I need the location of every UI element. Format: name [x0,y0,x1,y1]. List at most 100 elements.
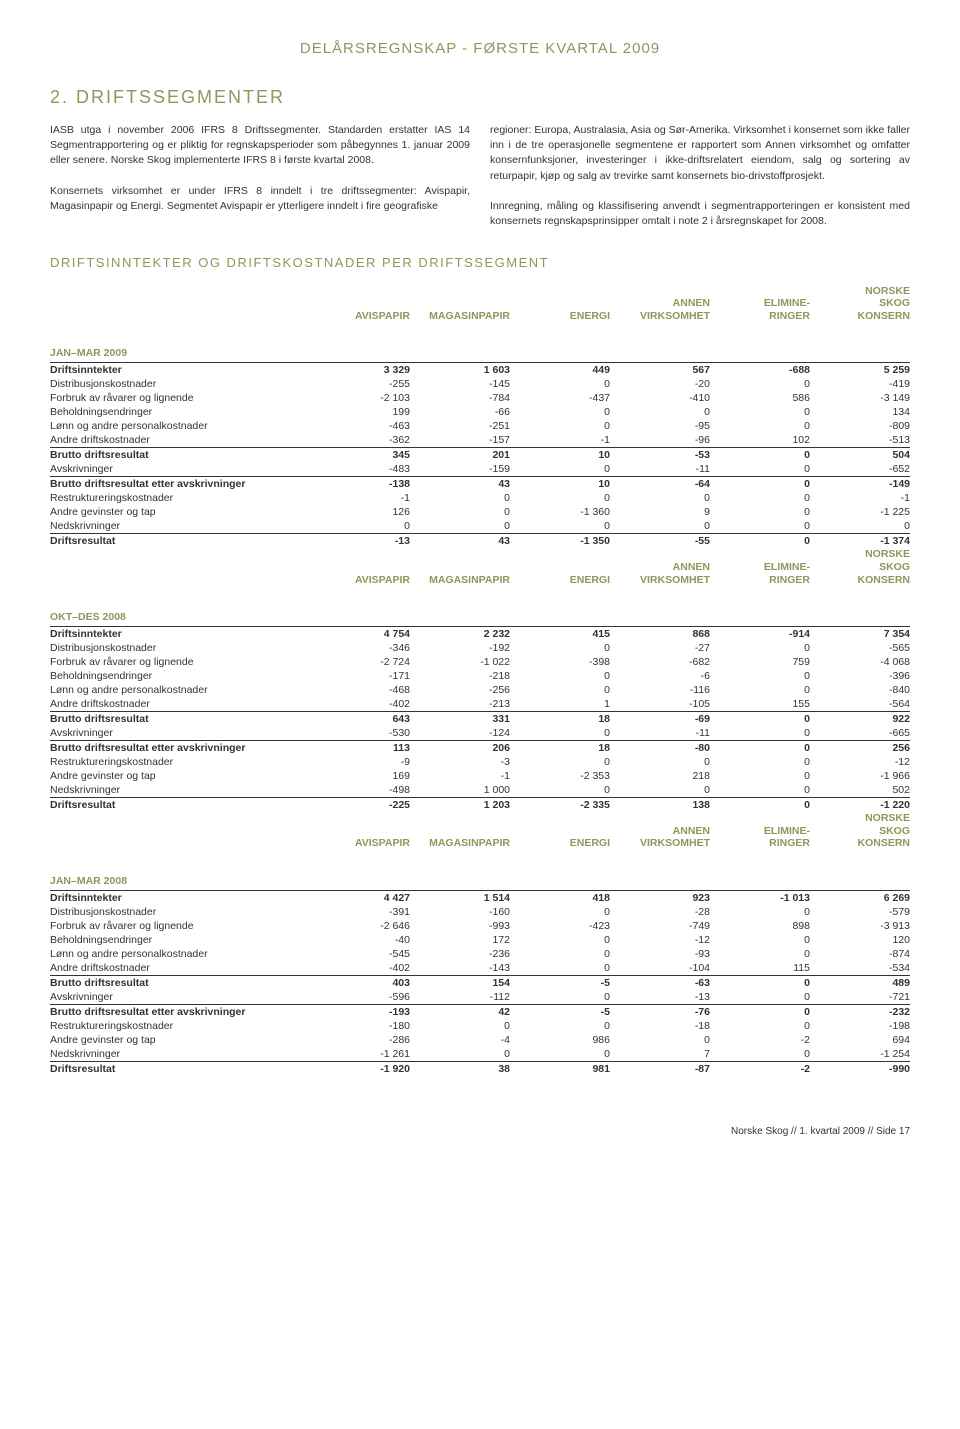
table-row: Nedskrivninger-4981 000000502 [50,783,910,798]
row-label: Andre gevinster og tap [50,769,310,783]
cell: 1 603 [410,363,510,377]
cell: -534 [810,961,910,976]
cell: 0 [710,769,810,783]
cell: 0 [710,726,810,741]
cell: 0 [510,519,610,534]
cell: -2 353 [510,769,610,783]
cell: -4 [410,1033,510,1047]
cell: 43 [410,477,510,492]
table-row: Brutto driftsresultat403154-5-630489 [50,975,910,990]
cell: -749 [610,919,710,933]
row-label: Restruktureringskostnader [50,1019,310,1033]
cell: 5 259 [810,363,910,377]
cell: -256 [410,683,510,697]
row-label: Brutto driftsresultat etter avskrivninge… [50,741,310,756]
cell: 172 [410,933,510,947]
cell: 0 [410,1019,510,1033]
cell: 169 [310,769,410,783]
row-label: Nedskrivninger [50,783,310,798]
col-header: ENERGI [510,574,610,587]
table-row: Restruktureringskostnader-18000-180-198 [50,1019,910,1033]
cell: 0 [710,905,810,919]
col-header: MAGASINPAPIR [410,310,510,323]
cell: -1 261 [310,1047,410,1062]
cell: 0 [710,477,810,492]
cell: -721 [810,990,910,1005]
row-label: Driftsresultat [50,798,310,813]
cell: -93 [610,947,710,961]
cell: -652 [810,462,910,477]
cell: -1 [410,769,510,783]
cell: -2 646 [310,919,410,933]
table-row: Lønn og andre personalkostnader-468-2560… [50,683,910,697]
cell: 923 [610,891,710,905]
cell: 199 [310,405,410,419]
table-header: AVISPAPIRMAGASINPAPIRENERGIANNEN VIRKSOM… [50,812,910,850]
cell: 0 [510,905,610,919]
cell: -160 [410,905,510,919]
cell: 694 [810,1033,910,1047]
cell: 759 [710,655,810,669]
cell: 0 [710,1019,810,1033]
cell: -565 [810,641,910,655]
cell: -13 [610,990,710,1005]
cell: -112 [410,990,510,1005]
row-label: Restruktureringskostnader [50,491,310,505]
col-header: ELIMINE- RINGER [710,825,810,850]
table-row: Distribusjonskostnader-255-1450-200-419 [50,377,910,391]
cell: -362 [310,433,410,448]
cell: 0 [410,1047,510,1062]
cell: -9 [310,755,410,769]
para-left: IASB utga i november 2006 IFRS 8 Driftss… [50,123,470,230]
row-label: Driftsresultat [50,1061,310,1076]
col-header: AVISPAPIR [310,574,410,587]
cell: -145 [410,377,510,391]
cell: 0 [710,462,810,477]
cell: 1 514 [410,891,510,905]
col-header: ELIMINE- RINGER [710,561,810,586]
cell: 0 [710,505,810,519]
cell: 0 [510,462,610,477]
table-header: AVISPAPIRMAGASINPAPIRENERGIANNEN VIRKSOM… [50,548,910,586]
table-row: Forbruk av råvarer og lignende-2 103-784… [50,391,910,405]
row-label: Brutto driftsresultat [50,975,310,990]
table-row: Driftsinntekter4 7542 232415868-9147 354 [50,627,910,641]
cell: 1 [510,697,610,712]
cell: -13 [310,534,410,549]
cell: -402 [310,961,410,976]
row-label: Distribusjonskostnader [50,641,310,655]
table-row: Driftsinntekter4 4271 514418923-1 0136 2… [50,891,910,905]
cell: 0 [510,683,610,697]
cell: -66 [410,405,510,419]
row-label: Lønn og andre personalkostnader [50,419,310,433]
cell: -398 [510,655,610,669]
cell: -116 [610,683,710,697]
cell: -1 225 [810,505,910,519]
table-row: Brutto driftsresultat etter avskrivninge… [50,741,910,756]
segment-table: Driftsinntekter4 4271 514418923-1 0136 2… [50,891,910,1076]
cell: -1 [510,433,610,448]
cell: 0 [710,798,810,813]
cell: 0 [610,755,710,769]
cell: -28 [610,905,710,919]
cell: 0 [710,975,810,990]
cell: 7 354 [810,627,910,641]
page-footer: Norske Skog // 1. kvartal 2009 // Side 1… [50,1126,910,1137]
table-row: Nedskrivninger000000 [50,519,910,534]
table-row: Andre gevinster og tap1260-1 36090-1 225 [50,505,910,519]
cell: -193 [310,1004,410,1019]
cell: 489 [810,975,910,990]
cell: 0 [710,712,810,727]
cell: 134 [810,405,910,419]
cell: -993 [410,919,510,933]
cell: 18 [510,712,610,727]
cell: -18 [610,1019,710,1033]
row-label: Driftsinntekter [50,363,310,377]
col-header: NORSKE SKOG KONSERN [810,548,910,586]
cell: 126 [310,505,410,519]
cell: 986 [510,1033,610,1047]
cell: 0 [710,405,810,419]
cell: 102 [710,433,810,448]
cell: -124 [410,726,510,741]
col-header: NORSKE SKOG KONSERN [810,812,910,850]
